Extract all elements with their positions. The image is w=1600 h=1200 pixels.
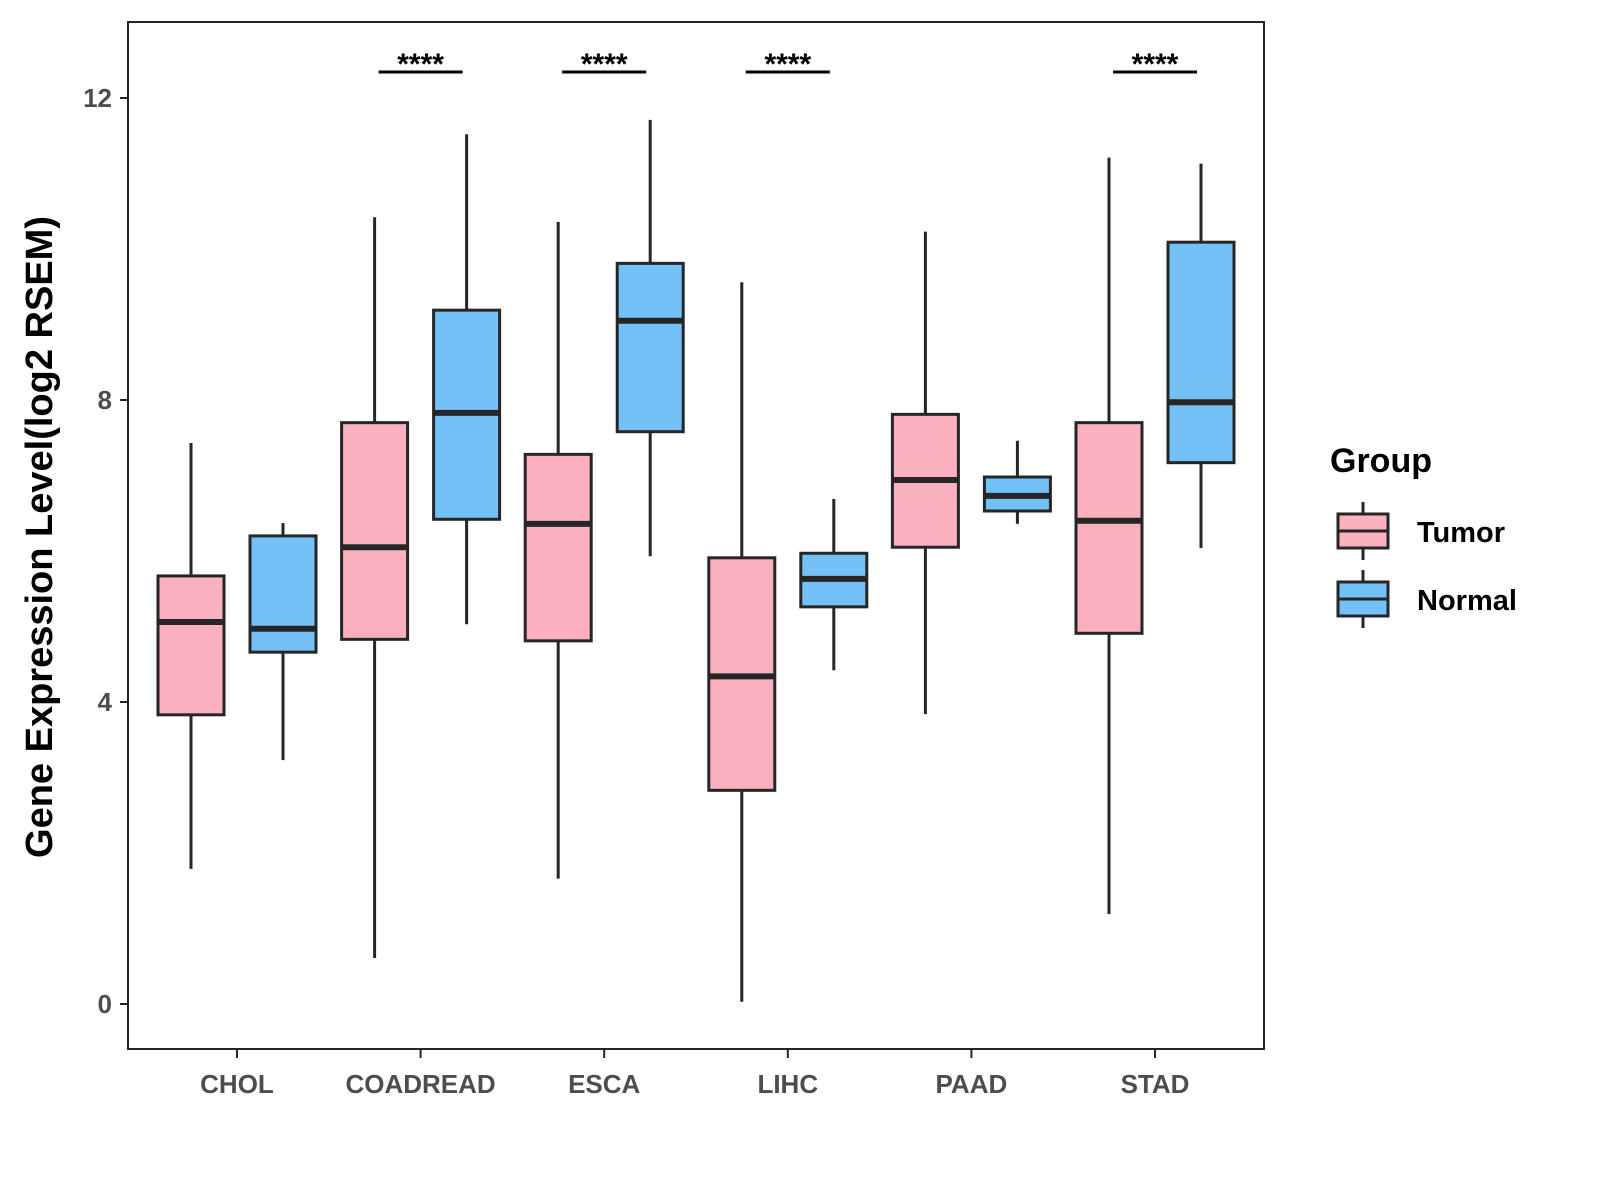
box-normal-esca bbox=[615, 119, 685, 557]
x-tick-label: COADREAD bbox=[345, 1069, 495, 1099]
x-tick-label: STAD bbox=[1121, 1069, 1190, 1099]
box-tumor-lihc bbox=[707, 282, 777, 1002]
box-normal-chol bbox=[248, 523, 318, 761]
x-tick-label: LIHC bbox=[757, 1069, 818, 1099]
significance-label: **** bbox=[764, 48, 811, 81]
x-tick-label: CHOL bbox=[200, 1069, 274, 1099]
y-tick-label: 4 bbox=[98, 687, 113, 717]
box-normal-paad bbox=[982, 440, 1052, 524]
y-tick-label: 0 bbox=[98, 989, 112, 1019]
significance-label: **** bbox=[397, 48, 444, 81]
legend-item-normal: Normal bbox=[1336, 570, 1517, 628]
box-normal-stad bbox=[1166, 163, 1236, 548]
legend-label: Normal bbox=[1417, 585, 1517, 617]
box bbox=[340, 421, 410, 641]
box bbox=[615, 261, 685, 434]
box-tumor-esca bbox=[523, 221, 593, 879]
box-tumor-paad bbox=[890, 231, 960, 715]
x-tick-label: PAAD bbox=[936, 1069, 1008, 1099]
significance-label: **** bbox=[1132, 48, 1179, 81]
legend-item-tumor: Tumor bbox=[1336, 502, 1505, 560]
significance-label: **** bbox=[581, 48, 628, 81]
legend-label: Tumor bbox=[1417, 517, 1505, 549]
box-tumor-chol bbox=[156, 443, 226, 869]
box bbox=[1074, 421, 1144, 635]
x-tick-label: ESCA bbox=[568, 1069, 640, 1099]
box bbox=[156, 574, 226, 717]
y-tick-label: 8 bbox=[98, 385, 112, 415]
box bbox=[523, 452, 593, 643]
legend-title: Group bbox=[1330, 442, 1432, 480]
box-tumor-stad bbox=[1074, 157, 1144, 915]
y-tick-label: 12 bbox=[83, 83, 112, 113]
y-axis-label: Gene Expression Level(log2 RSEM) bbox=[19, 216, 61, 858]
box-normal-lihc bbox=[799, 498, 869, 671]
box bbox=[1166, 240, 1236, 465]
box-normal-coadread bbox=[432, 134, 502, 625]
box bbox=[248, 534, 318, 654]
box-tumor-coadread bbox=[340, 217, 410, 958]
